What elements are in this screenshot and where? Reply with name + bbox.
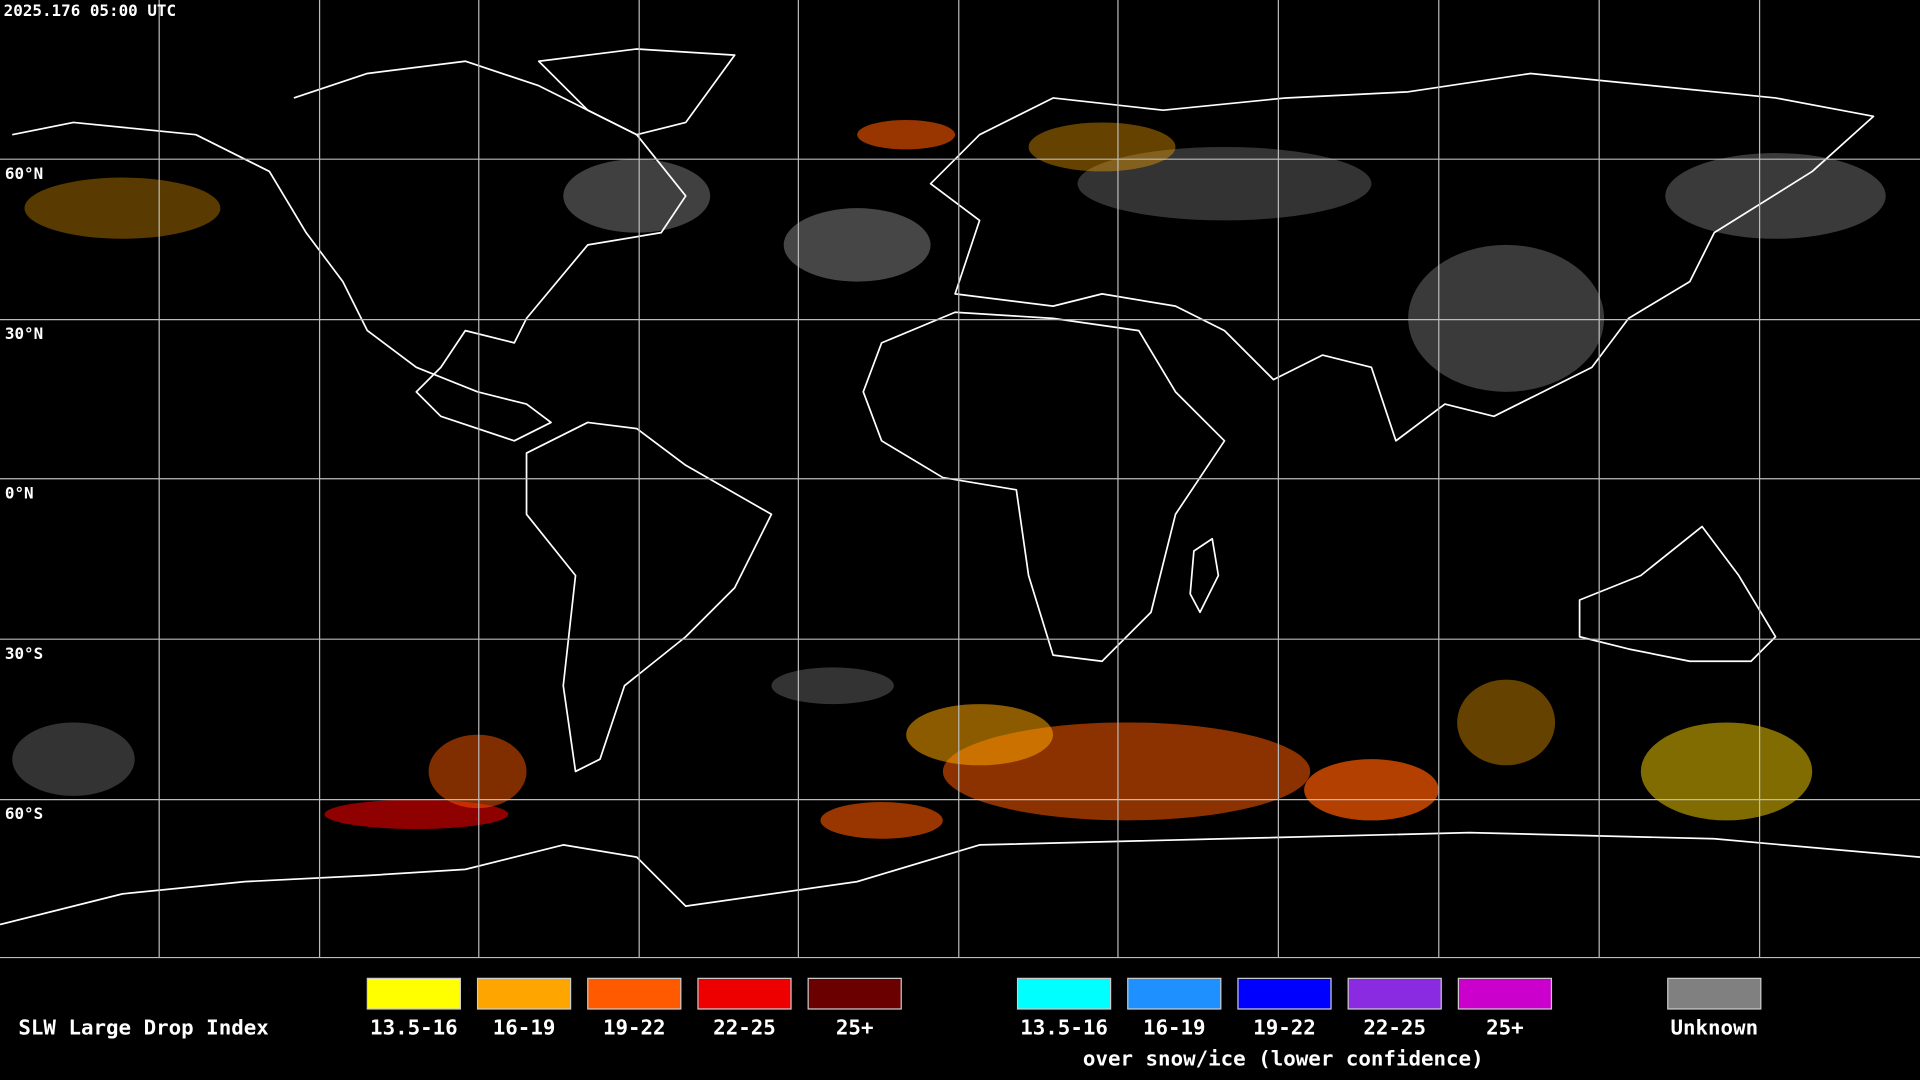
latitude-label: 60°N xyxy=(5,164,43,183)
snow-swatch-label: 13.5-16 xyxy=(1020,1016,1108,1040)
snow-swatch-label: 22-25 xyxy=(1363,1016,1426,1040)
coastlines xyxy=(0,48,1920,926)
legend-swatch xyxy=(807,977,902,1010)
legend-band xyxy=(0,957,1920,1080)
snow-swatch xyxy=(1127,977,1222,1010)
legend-swatch-label: 16-19 xyxy=(493,1016,556,1040)
snow-swatch xyxy=(1347,977,1442,1010)
legend-swatch-label: 19-22 xyxy=(603,1016,666,1040)
legend-title: SLW Large Drop Index xyxy=(18,1016,268,1040)
legend-swatch-label: 22-25 xyxy=(713,1016,776,1040)
latitude-label: 60°S xyxy=(5,804,43,823)
snow-swatch xyxy=(1457,977,1553,1010)
graticule xyxy=(0,0,1920,958)
snow-swatch-label: 25+ xyxy=(1486,1016,1524,1040)
legend-swatch xyxy=(587,977,682,1010)
snow-swatch-label: 16-19 xyxy=(1143,1016,1206,1040)
timestamp: 2025.176 05:00 UTC xyxy=(4,1,176,20)
snow-ice-note: over snow/ice (lower confidence) xyxy=(1083,1046,1484,1070)
latitude-label: 30°S xyxy=(5,644,43,663)
legend-swatch xyxy=(697,977,792,1010)
legend-swatch-label: 13.5-16 xyxy=(370,1016,458,1040)
legend-swatch xyxy=(476,977,572,1010)
snow-swatch xyxy=(1016,977,1112,1010)
legend-swatch-label: 25+ xyxy=(836,1016,874,1040)
cloud-patches xyxy=(12,120,1886,839)
legend-swatch xyxy=(366,977,462,1010)
latitude-label: 0°N xyxy=(5,483,34,502)
latitude-label: 30°N xyxy=(5,324,43,343)
unknown-swatch xyxy=(1667,977,1762,1010)
snow-swatch-label: 19-22 xyxy=(1253,1016,1316,1040)
snow-swatch xyxy=(1237,977,1332,1010)
unknown-swatch-label: Unknown xyxy=(1670,1016,1758,1040)
